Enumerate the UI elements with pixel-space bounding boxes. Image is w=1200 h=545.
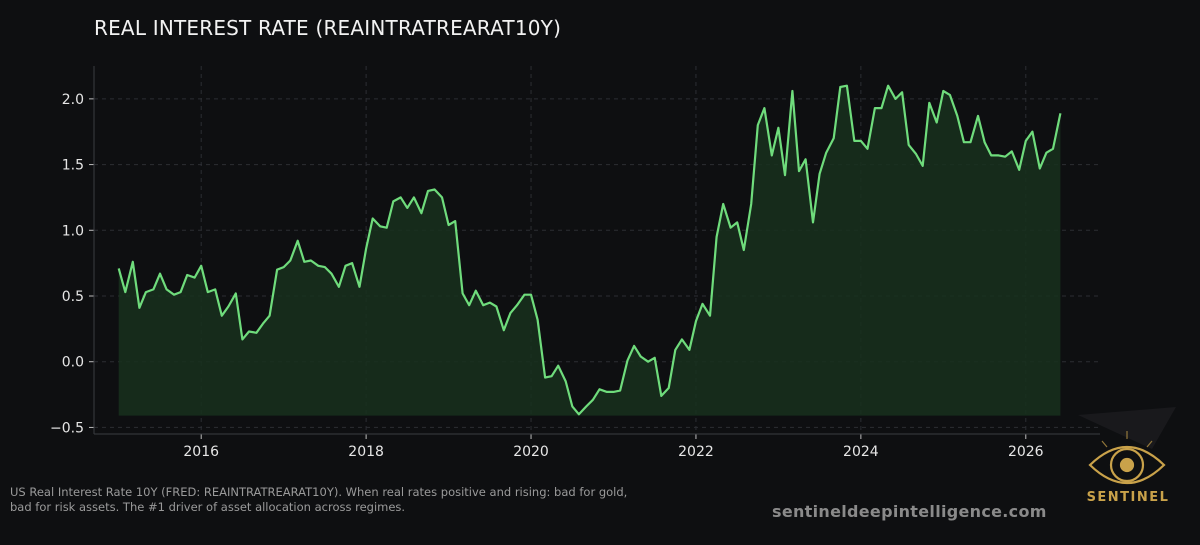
x-tick-label: 2026 [1008,444,1044,460]
chart-title: REAL INTEREST RATE (REAINTRATREARAT10Y) [94,16,562,40]
axes [89,66,1100,439]
series-line [117,84,1062,416]
y-tick-label: 0.0 [62,355,84,371]
x-tick-label: 2020 [513,444,549,460]
tick-labels: −0.5 0.0 0.5 1.0 1.5 2.0 2016 2018 2020 2022 2024 2… [50,92,1044,460]
x-tick-label: 2022 [678,444,714,460]
x-tick-label: 2018 [348,444,384,460]
y-tick-label: 2.0 [62,92,84,108]
x-tick-label: 2016 [183,444,219,460]
y-tick-label: −0.5 [50,420,84,436]
x-tick-label: 2024 [843,444,879,460]
area-fill [118,85,1061,416]
series-area [118,85,1061,416]
y-tick-label: 1.5 [62,158,84,174]
y-tick-label: 0.5 [62,289,84,305]
chart-caption: US Real Interest Rate 10Y (FRED: REAINTR… [10,485,628,514]
logo-text: SENTINEL [1086,490,1170,505]
eye-icon [1078,407,1176,485]
series-line-path [117,84,1062,416]
y-tick-label: 1.0 [62,223,84,239]
watermark-link: sentineldeepintelligence.com [772,502,1047,521]
